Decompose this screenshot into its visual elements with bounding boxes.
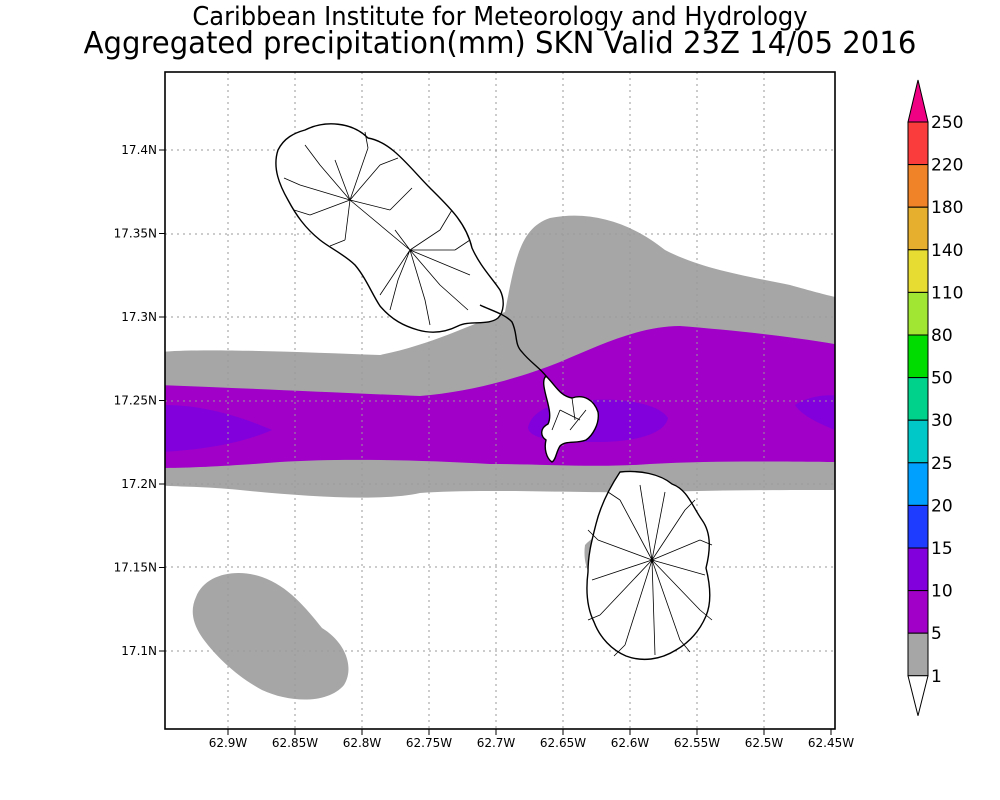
colorbar: 250 220 180 140 110 80 50 30 25 20 15 10 5 1 <box>907 79 963 716</box>
y-tick-label: 17.35N <box>114 227 157 241</box>
y-tick-label: 17.1N <box>121 644 157 658</box>
x-tick-label: 62.85W <box>272 736 318 750</box>
title-line-1: Caribbean Institute for Meteorology and … <box>192 2 808 32</box>
colorbar-box <box>907 590 929 634</box>
purple-band <box>165 326 835 468</box>
colorbar-box <box>907 164 929 208</box>
x-tick-label: 62.55W <box>674 736 720 750</box>
colorbar-box <box>907 632 929 677</box>
x-tick-label: 62.8W <box>343 736 382 750</box>
y-tick-label: 17.25N <box>114 394 157 408</box>
y-axis: 17.4N 17.35N 17.3N 17.25N 17.2N 17.15N 17.1N <box>114 143 165 658</box>
colorbar-label: 250 <box>931 113 963 133</box>
x-axis: 62.9W 62.85W 62.8W 62.75W 62.7W 62.65W 62.6W 62… <box>209 729 854 750</box>
colorbar-label: 10 <box>931 582 953 602</box>
colorbar-box <box>907 249 929 293</box>
colorbar-box <box>907 334 929 379</box>
colorbar-label: 140 <box>931 241 963 261</box>
colorbar-label: 180 <box>931 198 963 218</box>
colorbar-label: 110 <box>931 283 963 303</box>
x-tick-label: 62.75W <box>406 736 452 750</box>
colorbar-label: 220 <box>931 156 963 176</box>
y-tick-label: 17.15N <box>114 561 157 575</box>
x-tick-label: 62.6W <box>611 736 650 750</box>
y-tick-label: 17.3N <box>121 310 157 324</box>
colorbar-label: 5 <box>931 624 942 644</box>
x-tick-label: 62.7W <box>477 736 516 750</box>
colorbar-min-triangle <box>907 675 929 716</box>
x-tick-label: 62.45W <box>808 736 854 750</box>
precipitation-fields <box>165 215 835 700</box>
colorbar-box <box>907 504 929 549</box>
y-tick-label: 17.4N <box>121 143 157 157</box>
colorbar-label: 15 <box>931 539 953 559</box>
graticule <box>165 72 835 729</box>
colorbar-box <box>907 121 929 166</box>
colorbar-box <box>907 377 929 421</box>
colorbar-label: 30 <box>931 411 953 431</box>
colorbar-box <box>907 206 929 251</box>
colorbar-label: 50 <box>931 369 953 389</box>
colorbar-box <box>907 291 929 336</box>
st-kitts-southeast-peninsula <box>541 375 600 463</box>
x-tick-label: 62.65W <box>540 736 586 750</box>
colorbar-max-triangle <box>907 79 929 123</box>
y-tick-label: 17.2N <box>121 477 157 491</box>
colorbar-box <box>907 462 929 506</box>
colorbar-box <box>907 419 929 464</box>
island-nevis <box>586 470 713 661</box>
x-tick-label: 62.5W <box>745 736 784 750</box>
colorbar-label: 20 <box>931 496 953 516</box>
colorbar-label: 80 <box>931 326 953 346</box>
gray-blob-southwest <box>192 573 349 700</box>
colorbar-label: 1 <box>931 667 942 687</box>
violet-blob-west <box>165 405 272 452</box>
colorbar-box <box>907 547 929 592</box>
x-tick-label: 62.9W <box>209 736 248 750</box>
violet-blob-east <box>795 395 835 430</box>
title-line-2: Aggregated precipitation(mm) SKN Valid 2… <box>83 26 917 61</box>
colorbar-label: 25 <box>931 454 953 474</box>
